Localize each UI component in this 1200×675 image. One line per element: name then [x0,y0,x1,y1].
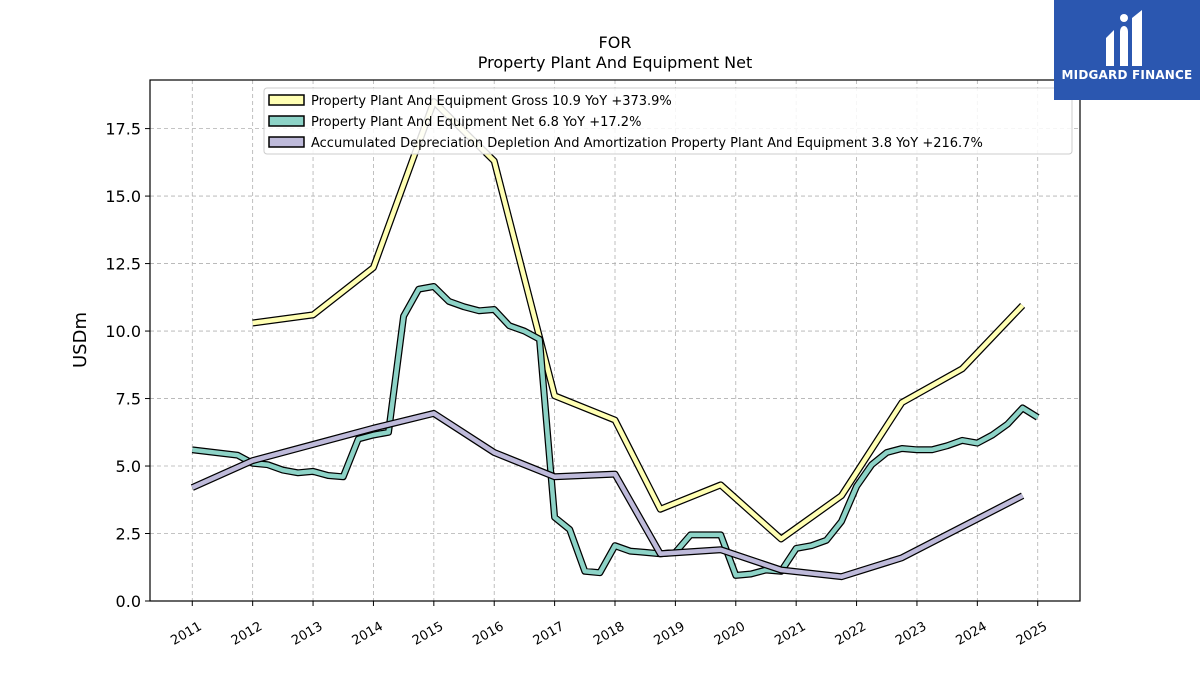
y-tick-label: 2.5 [116,525,141,544]
y-axis-label: USDm [70,312,91,368]
legend-swatch [268,94,305,106]
y-tick-label: 15.0 [105,187,141,206]
x-tick-label: 2013 [289,619,325,649]
series-line [191,411,1024,579]
x-tick-label: 2015 [410,619,446,649]
series-line [192,284,1039,578]
chart-subtitle: Property Plant And Equipment Net [478,53,753,72]
legend-swatch [268,115,305,127]
x-tick-label: 2017 [531,619,567,649]
series-line [252,99,1025,542]
series-line-outline [252,98,1026,543]
y-tick-label: 12.5 [105,255,141,274]
y-tick-label: 5.0 [116,457,141,476]
y-tick-label: 0.0 [116,592,141,611]
x-tick-label: 2014 [350,619,386,649]
logo-mark-icon [1106,10,1142,66]
legend-label: Property Plant And Equipment Net 6.8 YoY… [311,115,641,130]
grid [150,80,1080,602]
x-tick-label: 2020 [712,619,748,649]
x-tick-label: 2018 [591,619,627,649]
x-tick-label: 2021 [772,619,808,649]
brand-logo: MIDGARD FINANCE [1054,0,1200,100]
legend-label: Accumulated Depreciation Depletion And A… [311,136,983,151]
x-tick-label: 2019 [652,619,688,649]
axes: 0.0 2.5 5.0 7.5 10.0 12.5 15.0 17.5 2011 2012 2013… [105,120,1050,649]
legend-box [263,87,1073,155]
legend-swatch [268,136,305,148]
chart-title: FOR [599,33,632,52]
y-tick-label: 17.5 [105,120,141,139]
y-tick-label: 10.0 [105,322,141,341]
series-lines [190,98,1040,581]
y-tick-label: 7.5 [116,390,141,409]
x-tick-label: 2012 [229,619,265,649]
legend: Property Plant And Equipment Gross 10.9 … [263,87,1073,155]
x-tick-label: 2016 [470,619,506,649]
legend-label: Property Plant And Equipment Gross 10.9 … [311,94,672,109]
x-tick-label: 2011 [168,619,204,649]
x-tick-label: 2022 [833,619,869,649]
x-tick-label: 2024 [954,619,990,649]
x-tick-label: 2023 [893,619,929,649]
x-tick-label: 2025 [1014,619,1050,649]
logo-text: MIDGARD FINANCE [1061,68,1193,82]
